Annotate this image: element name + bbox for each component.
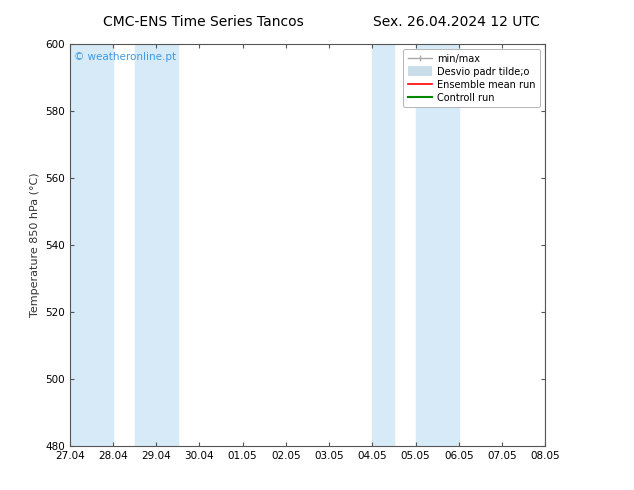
Bar — [70, 44, 113, 446]
Y-axis label: Temperature 850 hPa (°C): Temperature 850 hPa (°C) — [30, 172, 39, 318]
Text: CMC-ENS Time Series Tancos: CMC-ENS Time Series Tancos — [103, 15, 303, 29]
Text: © weatheronline.pt: © weatheronline.pt — [74, 52, 177, 62]
Legend: min/max, Desvio padr tilde;o, Ensemble mean run, Controll run: min/max, Desvio padr tilde;o, Ensemble m… — [403, 49, 540, 107]
Text: Sex. 26.04.2024 12 UTC: Sex. 26.04.2024 12 UTC — [373, 15, 540, 29]
Bar — [134, 44, 178, 446]
Bar — [545, 44, 567, 446]
Bar — [415, 44, 459, 446]
Bar — [372, 44, 394, 446]
